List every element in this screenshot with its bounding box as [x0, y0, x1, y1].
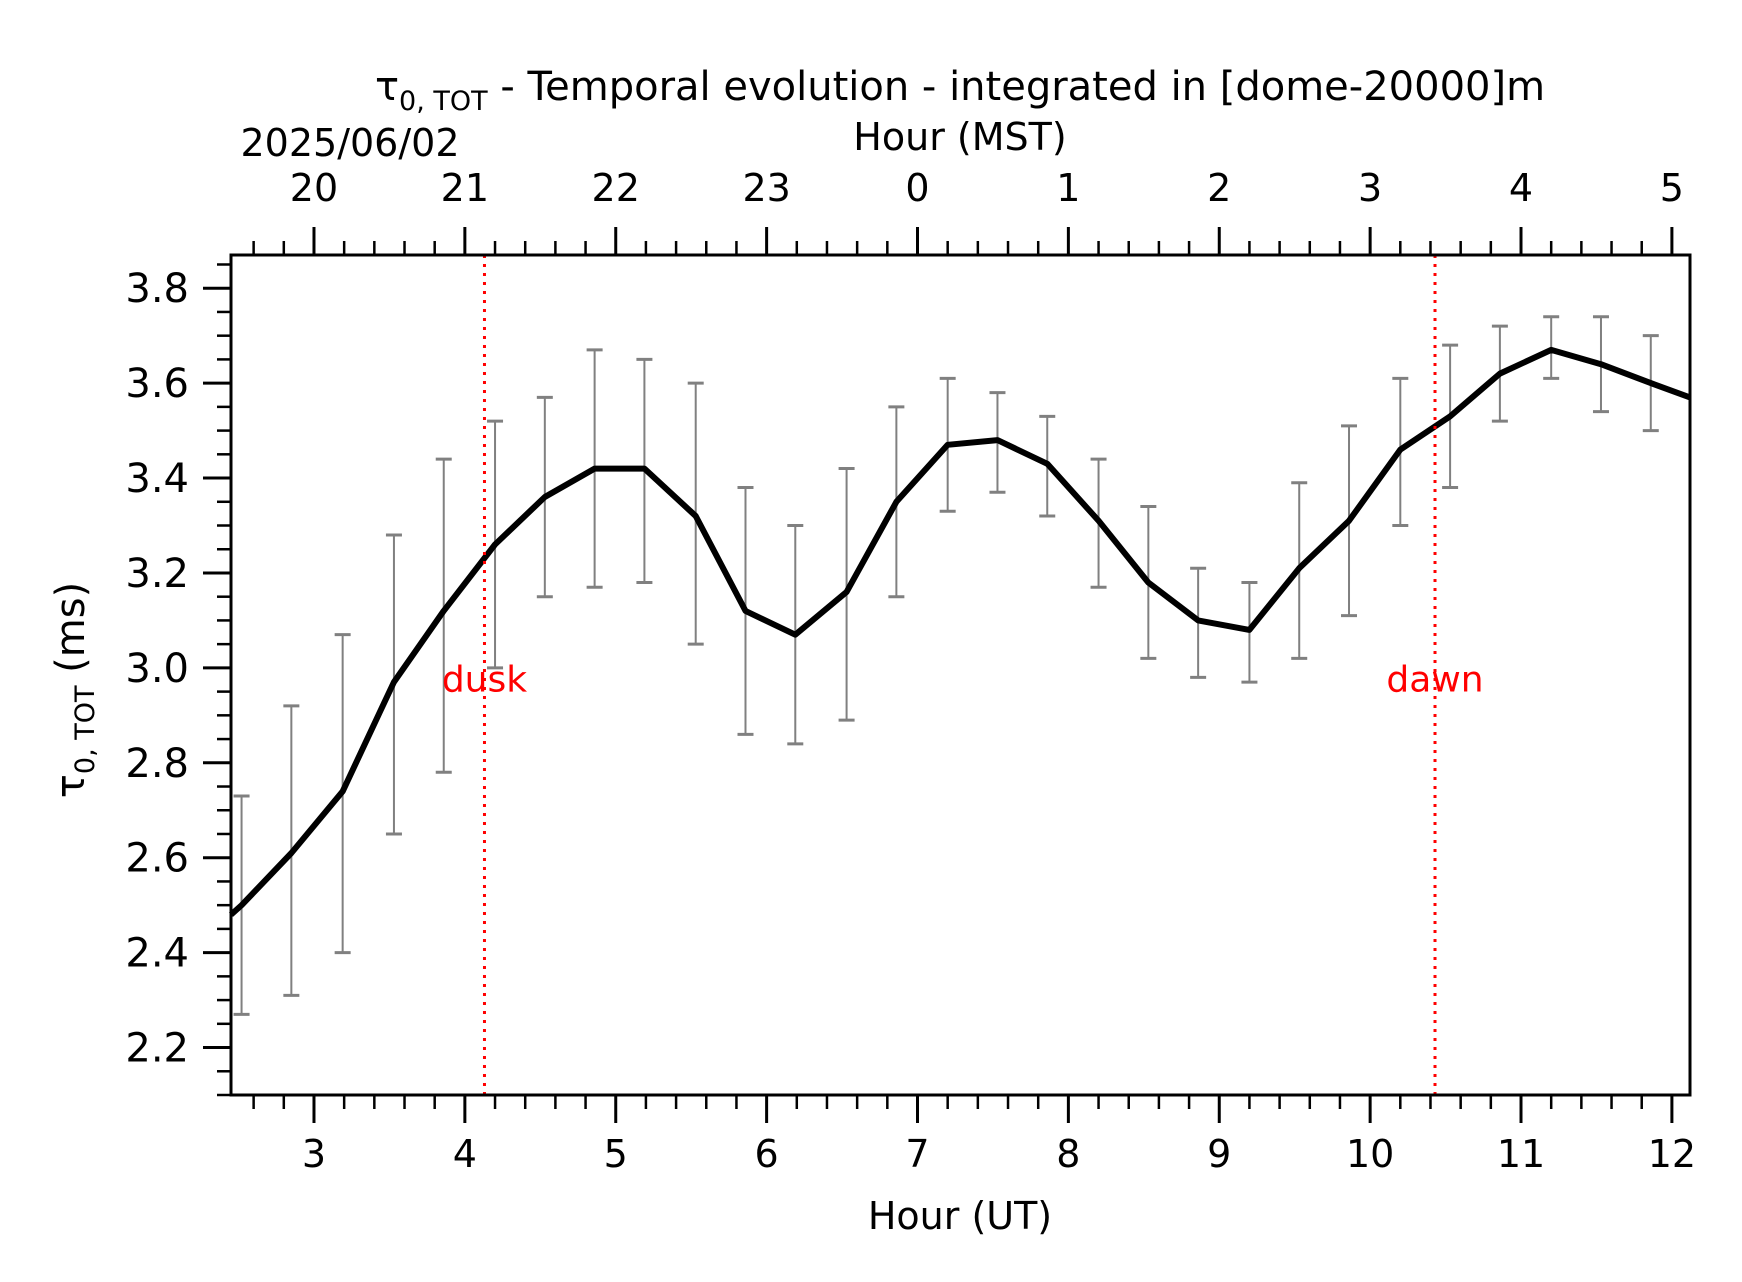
y-tick-label: 2.2 [125, 1026, 189, 1072]
top-tick-label: 4 [1509, 166, 1533, 210]
y-tick-label: 3.8 [125, 266, 189, 312]
title-symbol: τ [375, 64, 399, 110]
top-tick-label: 2 [1207, 166, 1231, 210]
y-tick-label: 2.6 [125, 836, 189, 882]
plot-frame [229, 253, 1692, 1097]
x-tick-label: 8 [1056, 1132, 1080, 1176]
top-tick-label: 22 [592, 166, 640, 210]
y-tick-label: 3.0 [125, 646, 189, 692]
x-tick-label: 4 [453, 1132, 477, 1176]
chart-title: τ0, TOT - Temporal evolution - integrate… [375, 64, 1545, 117]
y-tick-label: 3.4 [125, 456, 189, 502]
top-tick-label: 23 [742, 166, 790, 210]
x-tick-label: 10 [1346, 1132, 1394, 1176]
y-tick-label: 2.8 [125, 741, 189, 787]
x-tick-label: 5 [604, 1132, 628, 1176]
top-tick-label: 3 [1358, 166, 1382, 210]
y-label-subscript: 0, TOT [70, 685, 101, 774]
top-tick-label: 5 [1660, 166, 1684, 210]
top-tick-label: 21 [441, 166, 489, 210]
top-tick-label: 0 [905, 166, 929, 210]
data-line [228, 346, 1692, 917]
title-rest: - Temporal evolution - integrated in [do… [488, 64, 1545, 110]
date-label: 2025/06/02 [240, 121, 459, 165]
x-tick-label: 12 [1648, 1132, 1696, 1176]
x-tick-label: 9 [1207, 1132, 1231, 1176]
x-tick-label: 6 [755, 1132, 779, 1176]
dawn-label: dawn [1386, 659, 1483, 700]
y-label-symbol: τ [48, 774, 94, 798]
y-label-rest: (ms) [48, 582, 94, 686]
top-tick-label: 1 [1056, 166, 1080, 210]
x-tick-label: 3 [302, 1132, 326, 1176]
x-tick-label: 7 [905, 1132, 929, 1176]
dusk-label: dusk [442, 659, 527, 700]
y-axis-label: τ0, TOT (ms) [48, 582, 101, 798]
top-tick-label: 20 [290, 166, 338, 210]
y-tick-label: 3.6 [125, 361, 189, 407]
y-tick-label: 2.4 [125, 931, 189, 977]
y-tick-label: 3.2 [125, 551, 189, 597]
x-axis-label: Hour (UT) [868, 1194, 1052, 1238]
title-subscript: 0, TOT [399, 86, 488, 117]
top-axis-label: Hour (MST) [853, 115, 1066, 159]
x-tick-label: 11 [1497, 1132, 1545, 1176]
